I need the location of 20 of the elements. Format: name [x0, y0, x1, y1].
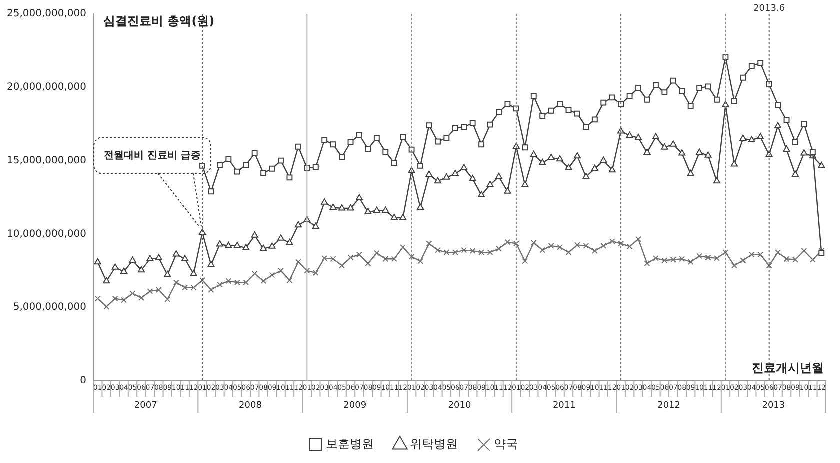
text: 2008 [239, 400, 262, 411]
text: 2011 [552, 400, 576, 411]
text: 2013 [762, 400, 786, 411]
legend-label: 위탁병원 [410, 437, 458, 452]
ref-line-label: 2013.6 [754, 4, 786, 14]
y-tick-label: 15,000,000,000 [6, 155, 87, 166]
legend-label: 보훈병원 [326, 437, 374, 452]
y-tick-label: 5,000,000,000 [13, 302, 87, 314]
text: 2012 [658, 400, 680, 411]
y-tick-label: 0 [80, 376, 87, 387]
y-tick-label: 20,000,000,000 [6, 82, 87, 93]
text: 2010 [448, 400, 472, 411]
text: 2009 [344, 400, 367, 411]
text: 2007 [134, 400, 158, 411]
y-tick-label: 25,000,000,000 [6, 8, 87, 20]
legend-label: 약국 [494, 437, 518, 452]
y-axis-title: 심결진료비 총액(원) [104, 14, 215, 28]
annotation: 전월대비 진료비 급증 [104, 150, 202, 162]
x-axis-title: 진료개시년월 [752, 361, 824, 376]
y-tick-label: 10,000,000,000 [6, 228, 87, 240]
